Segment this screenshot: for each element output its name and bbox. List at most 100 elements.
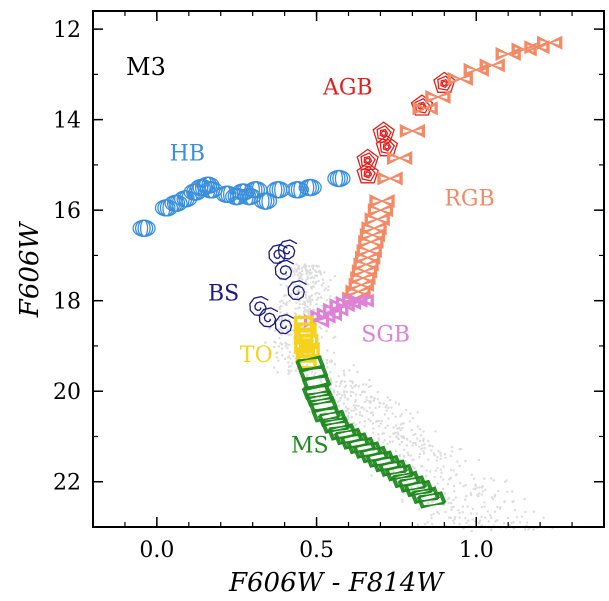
background-star [290,362,294,365]
background-star [310,271,313,274]
background-star [301,303,304,306]
background-star [465,521,468,525]
background-star [369,411,373,415]
rgb-point [377,171,403,186]
background-star [476,493,479,497]
background-star [314,292,317,295]
background-star [374,406,377,410]
background-star [292,355,295,358]
background-star [416,484,420,488]
background-star [426,520,429,524]
background-star [387,417,390,420]
background-star [434,469,437,472]
background-star [395,435,398,438]
background-star [490,528,493,532]
background-star [280,318,283,321]
background-star [483,505,486,508]
background-star [474,483,477,486]
background-star [284,294,288,297]
background-star [470,529,473,533]
background-star [428,444,432,447]
background-star [330,387,333,390]
background-star [398,443,401,446]
background-star [376,419,379,423]
background-star [450,445,454,449]
background-star [410,428,414,432]
background-star [333,351,336,355]
background-star [394,449,398,453]
background-star [502,522,506,525]
background-star [349,390,353,394]
background-star [318,396,321,399]
background-star [333,274,337,278]
background-star [392,470,395,474]
background-star [416,437,419,440]
background-star [317,270,321,273]
background-star [286,267,289,271]
bs-point [268,243,288,265]
background-star [462,485,465,488]
rgb-point [425,89,451,105]
background-star [503,500,506,503]
background-star [315,274,318,277]
background-star [288,299,291,303]
background-star [353,406,357,409]
background-star [436,482,439,485]
background-star [402,435,405,438]
ms-point [384,463,415,482]
background-star [496,519,499,522]
background-star [458,511,461,515]
rgb-point [537,35,563,50]
rgb-point [386,151,413,166]
background-star [316,265,319,268]
background-star [444,510,447,514]
background-star [385,404,388,407]
background-star [323,289,326,292]
background-star [386,424,389,427]
background-star [304,304,307,307]
background-star [280,304,283,308]
background-star [377,437,380,440]
background-star [492,479,496,482]
background-star [257,346,260,349]
background-star [333,335,337,338]
ms-point [378,459,409,477]
background-star [390,406,393,409]
background-star [338,385,341,388]
background-star [286,328,289,332]
y-tick-label: 16 [53,199,81,224]
background-star [307,265,311,268]
background-star [329,278,332,282]
background-star [481,485,485,488]
background-star [343,396,346,399]
background-star [304,280,307,284]
background-star [326,366,329,369]
x-tick-label: 0.5 [299,538,334,563]
background-star [443,492,447,495]
background-star [306,305,309,309]
background-star [382,432,386,435]
background-star [365,409,369,413]
background-star [289,293,293,296]
background-star [268,327,271,331]
background-star [357,404,360,408]
background-star [506,516,510,520]
background-star [412,442,415,445]
background-star [478,519,482,522]
background-star [416,411,419,414]
background-star [418,453,422,456]
background-star [297,289,300,292]
background-star [365,396,368,399]
background-star [527,528,530,531]
background-star [466,505,469,508]
background-star [264,341,267,344]
background-star [475,512,478,515]
y-tick-label: 18 [53,290,81,315]
background-star [496,489,500,493]
background-star [289,369,293,372]
background-star [464,459,467,463]
background-star [423,446,426,450]
background-star [449,477,452,480]
background-star [486,510,489,513]
